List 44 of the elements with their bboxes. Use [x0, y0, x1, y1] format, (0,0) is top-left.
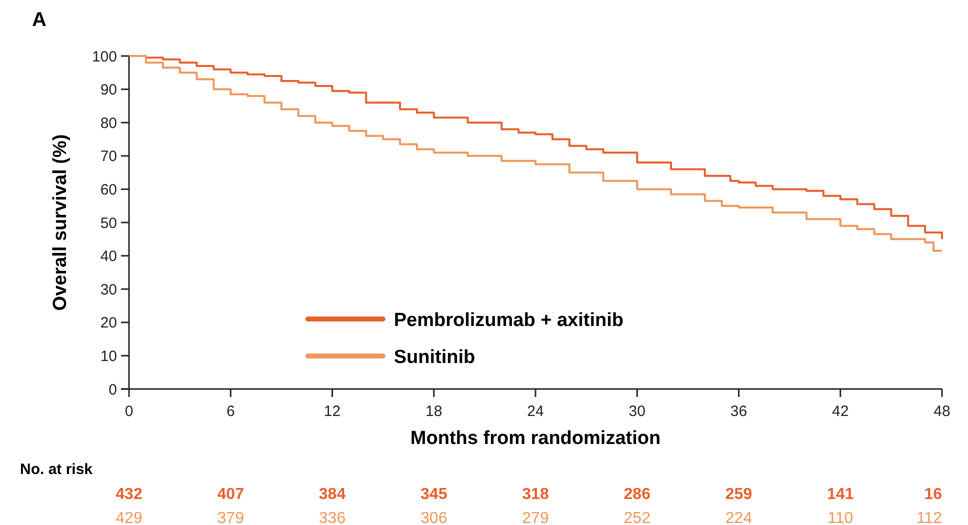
text: 259 [725, 486, 752, 503]
text: 407 [217, 486, 244, 503]
text: 345 [420, 486, 448, 503]
legend-label: Sunitinib [394, 347, 476, 368]
x-tick-label: 24 [527, 403, 544, 420]
text: 429 [116, 510, 142, 525]
text: 384 [318, 486, 346, 503]
x-axis-title: Months from randomization [410, 428, 661, 449]
text: 112 [916, 510, 942, 525]
text: 336 [318, 510, 346, 525]
text: 286 [624, 486, 651, 503]
text: 379 [217, 510, 244, 525]
y-axis-title: Overall survival (%) [50, 134, 71, 311]
x-tick-label: 6 [226, 403, 235, 420]
y-tick-label: 60 [100, 181, 117, 198]
x-tick-label: 0 [124, 403, 134, 420]
y-tick-label: 80 [100, 114, 117, 132]
y-tick-label: 100 [92, 48, 117, 66]
text: 306 [420, 510, 448, 525]
text: 279 [522, 510, 549, 525]
text: 141 [827, 486, 854, 503]
text: 318 [522, 486, 549, 503]
text: No. at risk [20, 461, 94, 478]
y-tick-label: 30 [100, 281, 117, 298]
text: 252 [624, 510, 651, 525]
x-tick-label: 48 [934, 403, 950, 420]
y-tick-label: 70 [100, 148, 117, 166]
y-tick-label: 40 [100, 248, 117, 266]
y-tick-label: 20 [100, 314, 117, 332]
x-tick-label: 12 [324, 403, 341, 420]
y-tick-label: 90 [100, 82, 117, 99]
y-tick-label: 10 [100, 348, 117, 365]
x-tick-label: 30 [628, 403, 646, 420]
x-tick-label: 36 [730, 403, 748, 420]
text: 224 [725, 510, 752, 525]
text: 432 [116, 486, 142, 503]
y-tick-label: 50 [100, 214, 117, 232]
y-tick-label: 0 [108, 381, 117, 398]
text: 16 [924, 486, 942, 503]
x-tick-label: 42 [832, 403, 849, 420]
text: 110 [828, 510, 854, 525]
legend-label: Pembrolizumab + axitinib [394, 310, 624, 331]
chart-title: A [32, 9, 46, 31]
x-tick-label: 18 [426, 403, 442, 420]
